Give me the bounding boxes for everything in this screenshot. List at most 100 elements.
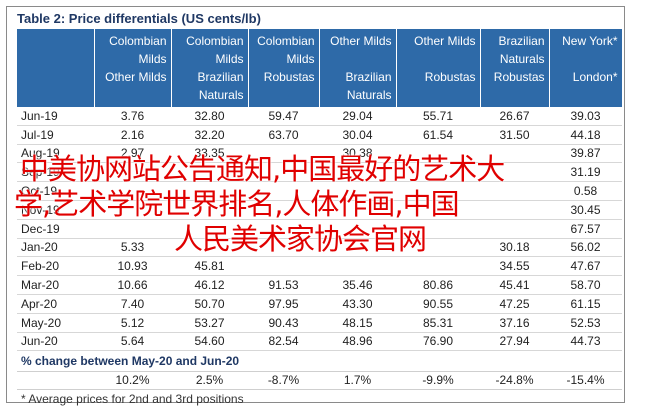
price-cell: 30.38 <box>319 144 396 164</box>
price-cell: 48.15 <box>319 313 396 333</box>
table-row: Jun-20 5.64 54.60 82.54 48.96 76.90 27.94 44.73 <box>17 332 622 352</box>
table-row: Jul-19 2.16 32.20 63.70 30.04 61.54 31.50 44.18 <box>17 125 622 145</box>
table-row: Jan-20 5.33 30.18 56.02 <box>17 238 622 258</box>
price-cell: 30.45 <box>549 200 622 220</box>
watermark-line: 人民美术家协会官网 <box>174 222 427 256</box>
price-cell: 27.94 <box>480 332 549 352</box>
col-header-line: Other Milds <box>105 70 167 84</box>
price-cell <box>171 238 248 258</box>
table-title: Table 2: Price differentials (US cents/l… <box>17 11 261 26</box>
col-header-line: Brazilian <box>498 34 545 48</box>
price-cell <box>480 162 549 183</box>
pct-change-cell: 10.2% <box>115 373 150 387</box>
price-cell: 37.16 <box>480 313 549 333</box>
price-cell <box>396 162 480 183</box>
col-header-line <box>401 86 476 104</box>
price-cell <box>248 219 319 239</box>
table-row: Apr-20 7.40 50.70 97.95 43.30 90.55 47.25 61.15 <box>17 294 622 314</box>
col-header-line <box>554 50 618 68</box>
pct-change-cell: -15.4% <box>566 373 605 387</box>
col-header: Colombian Milds Brazilian Naturals <box>171 29 249 107</box>
price-cell: 53.27 <box>171 313 248 333</box>
price-cell: 26.67 <box>480 107 549 126</box>
col-header-line: Naturals <box>346 88 392 102</box>
row-month: May-20 <box>17 313 94 333</box>
price-cell: 31.19 <box>549 162 622 183</box>
price-cell <box>396 238 480 258</box>
price-cell: 50.70 <box>171 294 248 314</box>
price-cell <box>319 181 396 201</box>
price-cell: 56.02 <box>549 238 622 258</box>
price-cell <box>248 144 319 164</box>
price-cell: 33.35 <box>171 144 248 164</box>
price-cell <box>171 219 248 239</box>
price-cell: 46.12 <box>171 275 248 295</box>
row-month: Feb-20 <box>17 256 94 277</box>
price-cell <box>396 200 480 220</box>
price-cell: 32.20 <box>171 125 248 145</box>
price-cell: 2.97 <box>94 144 171 164</box>
row-month: Jul-19 <box>17 125 94 145</box>
col-header-line <box>485 86 545 104</box>
price-cell: 61.54 <box>396 125 480 145</box>
price-cell: 5.64 <box>94 332 171 352</box>
price-cell <box>480 181 549 201</box>
price-cell: 55.71 <box>396 107 480 126</box>
price-cell: 5.33 <box>94 238 171 258</box>
col-header: Other Milds Brazilian Naturals <box>319 29 397 107</box>
price-cell <box>396 181 480 201</box>
price-cell: 58.70 <box>549 275 622 295</box>
watermark-line: 学,艺术学院世界排名,人体作画,中国 <box>14 187 460 221</box>
col-header: Colombian Milds Other Milds <box>94 29 172 107</box>
col-header-line: New York* <box>562 34 618 48</box>
col-header-line: London* <box>572 70 618 84</box>
table-row: May-20 5.12 53.27 90.43 48.15 85.31 37.16 52.53 <box>17 313 622 333</box>
col-header-line: Robustas <box>263 70 315 84</box>
watermark-overlay: 中美协网站公告通知,中国最好的艺术大 学,艺术学院世界排名,人体作画,中国 人民… <box>14 152 634 257</box>
table-frame: Table 2: Price differentials (US cents/l… <box>6 6 625 406</box>
row-month: Jan-20 <box>17 238 94 258</box>
price-cell <box>171 181 248 201</box>
row-month: Dec-19 <box>17 219 94 239</box>
col-header-line: Other Milds <box>330 34 392 48</box>
row-month: Nov-19 <box>17 200 94 220</box>
price-cell <box>319 256 396 277</box>
price-cell: 10.66 <box>94 275 171 295</box>
price-cell: 82.54 <box>248 332 319 352</box>
watermark-line: 中美协网站公告通知,中国最好的艺术大 <box>20 152 505 186</box>
col-header-line: Other Milds <box>414 34 476 48</box>
price-cell: 32.80 <box>171 107 248 126</box>
price-cell: 85.31 <box>396 313 480 333</box>
col-header-line <box>401 50 476 68</box>
price-cell: 54.60 <box>171 332 248 352</box>
pct-change-cell: -24.8% <box>495 373 534 387</box>
table-row: Mar-20 10.66 46.12 91.53 35.46 80.86 45.41 58.7… <box>17 275 622 295</box>
price-table: Colombian Milds Other Milds Colombian Mi… <box>17 29 623 352</box>
price-cell <box>396 219 480 239</box>
table-row: Sep-19 31.19 <box>17 162 622 183</box>
price-cell: 30.04 <box>319 125 396 145</box>
col-header-line <box>324 50 392 68</box>
price-cell <box>248 181 319 201</box>
col-header-line: Colombian <box>257 34 315 48</box>
price-cell <box>94 200 171 220</box>
price-cell: 76.90 <box>396 332 480 352</box>
col-header: Brazilian Naturals Robustas <box>480 29 550 107</box>
price-cell <box>248 200 319 220</box>
price-cell: 43.30 <box>319 294 396 314</box>
col-header-line: Colombian <box>109 34 167 48</box>
row-month: Jun-20 <box>17 332 94 352</box>
pct-change-cell: 1.7% <box>343 373 372 387</box>
price-cell: 44.73 <box>549 332 622 352</box>
price-cell: 3.76 <box>94 107 171 126</box>
price-cell <box>319 200 396 220</box>
price-cell: 10.93 <box>94 256 171 277</box>
col-header: New York* London* <box>549 29 623 107</box>
table-row: Jun-19 3.76 32.80 59.47 29.04 55.71 26.67 39.03 <box>17 107 622 126</box>
price-cell: 90.43 <box>248 313 319 333</box>
price-cell: 90.55 <box>396 294 480 314</box>
header-corner <box>17 29 95 107</box>
row-month: Apr-20 <box>17 294 94 314</box>
col-header-line <box>99 86 167 104</box>
col-header-line: Naturals <box>198 88 244 102</box>
